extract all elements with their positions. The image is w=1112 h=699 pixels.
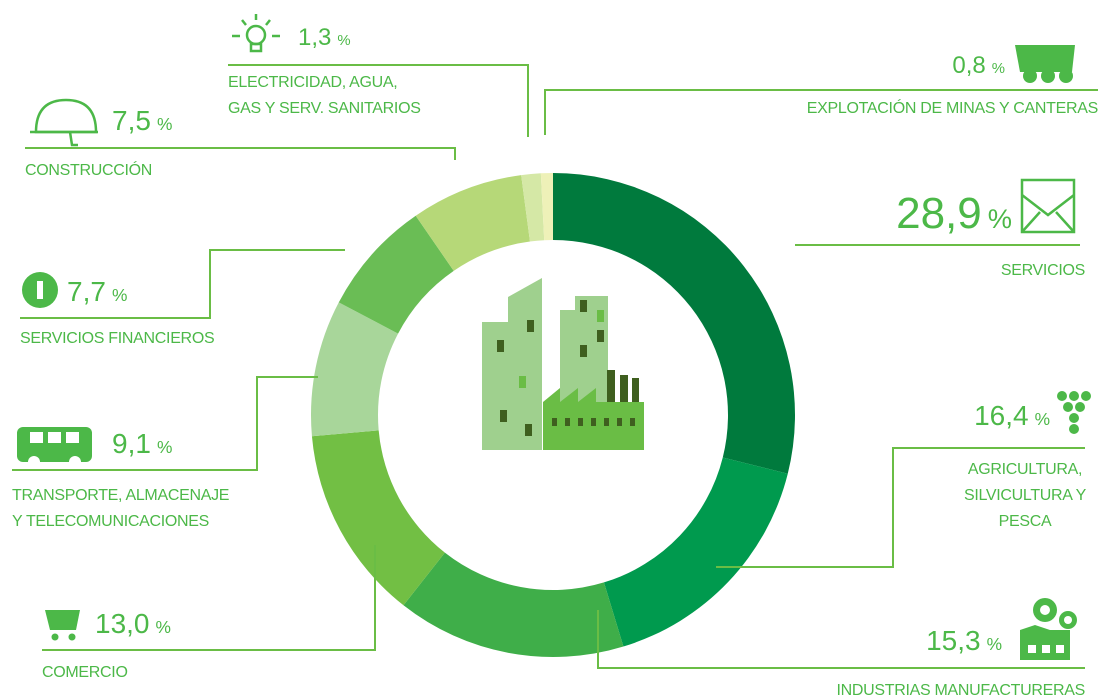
- leader-line: [12, 376, 318, 471]
- icons: [30, 14, 1076, 234]
- donut-segment: [553, 173, 795, 474]
- category-label: SERVICIOS FINANCIEROS: [20, 330, 215, 347]
- value-label: 16,4%: [974, 402, 1050, 430]
- value-number: 0,8: [952, 52, 986, 79]
- value-number: 9,1: [112, 428, 151, 459]
- icons-solid: [17, 45, 1091, 660]
- value-label: 9,1%: [112, 430, 172, 458]
- donut-segment: [540, 173, 553, 241]
- leader-line: [716, 447, 1085, 568]
- value-number: 7,7: [67, 276, 106, 307]
- value-number: 16,4: [974, 400, 1029, 431]
- category-label: AGRICULTURA, SILVICULTURA Y PESCA: [963, 461, 1087, 530]
- category-label: TRANSPORTE, ALMACENAJE Y TELECOMUNICACIO…: [12, 487, 230, 530]
- value-label: 1,3%: [298, 26, 351, 50]
- donut-segment: [521, 173, 545, 242]
- value-label: 15,3%: [926, 627, 1002, 655]
- donut-segment: [311, 430, 445, 606]
- value-unit: %: [1034, 409, 1050, 429]
- value-unit: %: [991, 61, 1005, 77]
- value-unit: %: [156, 437, 173, 457]
- value-number: 7,5: [112, 105, 151, 136]
- value-number: 13,0: [95, 608, 150, 639]
- value-number: 28,9: [896, 189, 982, 238]
- leader-line: [25, 147, 456, 160]
- value-label: 13,0%: [95, 610, 171, 638]
- value-label: 0,8%: [952, 54, 1005, 78]
- icon-details: [30, 281, 1072, 653]
- value-unit: %: [986, 634, 1002, 654]
- leader-line: [20, 249, 345, 319]
- leader-line: [544, 89, 1098, 135]
- value-number: 1,3: [298, 24, 332, 51]
- leader-line: [42, 545, 376, 651]
- value-label: 7,5%: [112, 107, 172, 135]
- category-label: COMERCIO: [42, 664, 128, 681]
- donut-segment: [311, 302, 399, 437]
- category-label: INDUSTRIAS MANUFACTURERAS: [836, 682, 1085, 699]
- value-unit: %: [156, 114, 173, 134]
- leader-line: [597, 610, 1085, 669]
- donut-segment: [415, 175, 530, 271]
- value-unit: %: [987, 203, 1012, 234]
- category-label: EXPLOTACIÓN DE MINAS Y CANTERAS: [806, 100, 1099, 117]
- category-label: ELECTRICIDAD, AGUA, GAS Y SERV. SANITARI…: [228, 74, 421, 117]
- value-label: 7,7%: [67, 278, 127, 306]
- value-label: 28,9%: [896, 192, 1012, 236]
- leader-line: [228, 64, 529, 137]
- donut-segment: [603, 457, 788, 647]
- donut-segment: [403, 552, 624, 657]
- donut-segment: [338, 215, 454, 334]
- category-label: CONSTRUCCIÓN: [25, 162, 153, 179]
- value-number: 15,3: [926, 625, 981, 656]
- category-label: SERVICIOS: [1000, 262, 1085, 279]
- value-unit: %: [111, 285, 128, 305]
- value-unit: %: [155, 617, 171, 637]
- value-unit: %: [337, 33, 351, 49]
- factory-icon: [482, 278, 644, 450]
